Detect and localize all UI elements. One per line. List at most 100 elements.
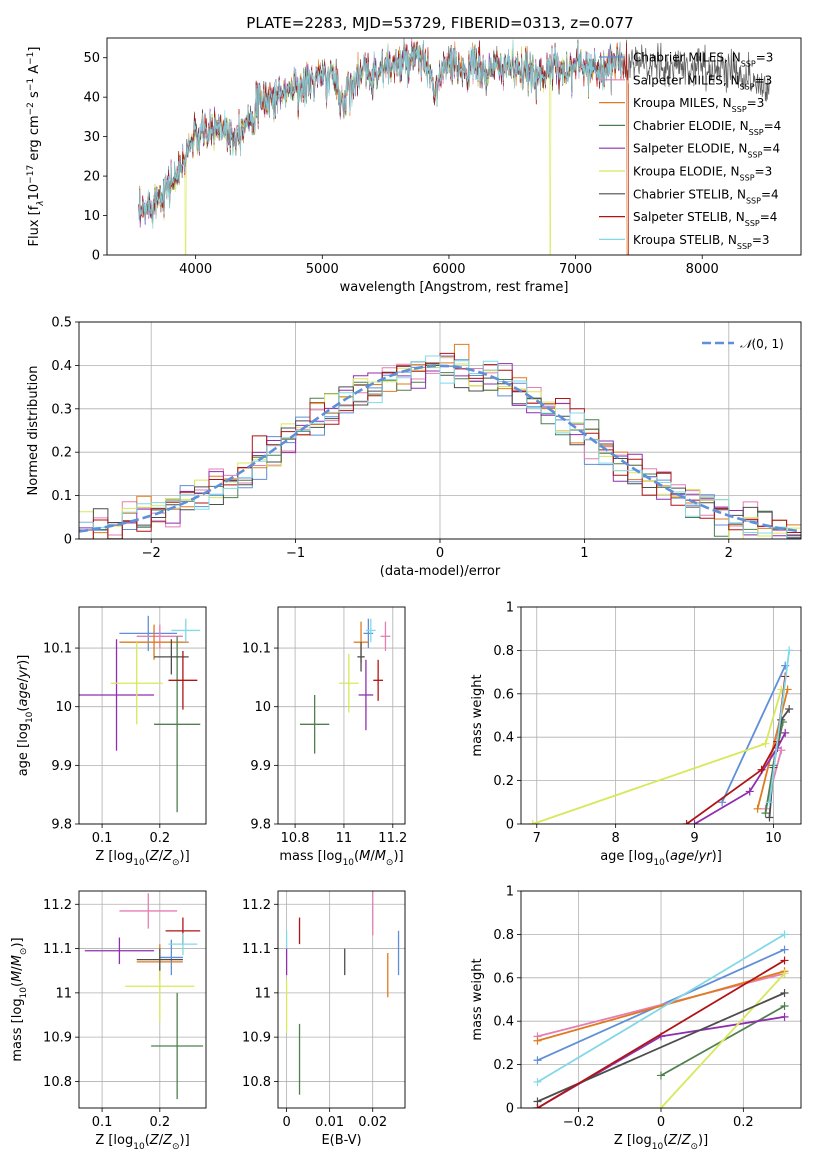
x-axis-label: wavelength [Angstrom, rest frame] [340, 280, 569, 295]
y-tick-label: 10.8 [43, 1075, 72, 1090]
weight-marker [528, 820, 537, 824]
legend-entry: 𝒩(0, 1) [740, 337, 784, 351]
y-tick-label: 10 [254, 700, 271, 715]
y-tick-label: 10.1 [43, 642, 72, 657]
x-tick-label: 7000 [559, 262, 592, 277]
y-tick-label: 0.5 [51, 316, 72, 331]
x-axis-label: Z [log10(Z/Z⊙)] [95, 1133, 189, 1152]
legend-entry: Kroupa ELODIE, NSSP=3 [633, 165, 772, 183]
weight-marker [780, 1012, 789, 1021]
weight-marker [761, 809, 770, 818]
axes-frame [277, 606, 406, 825]
histogram-step [79, 355, 801, 539]
y-tick-label: 40 [83, 91, 100, 106]
legend-entry: Chabrier STELIB, NSSP=4 [633, 187, 779, 205]
y-tick-label: 0 [506, 818, 514, 833]
axes-frame [277, 890, 406, 1109]
y-tick-label: 0 [64, 533, 72, 548]
weight-marker [718, 798, 727, 807]
y-tick-label: 0.2 [51, 446, 72, 461]
y-tick-label: 9.9 [51, 759, 72, 774]
weight-line [537, 959, 785, 1108]
weight-marker [753, 804, 762, 813]
x-tick-label: 8 [612, 831, 620, 846]
legend-entry: Kroupa STELIB, NSSP=3 [633, 233, 770, 251]
weight-marker [533, 1036, 542, 1045]
x-axis-label: Z [log10(Z/Z⊙)] [95, 849, 189, 868]
x-tick-label: 0 [657, 1115, 665, 1130]
x-tick-label: 0.1 [92, 831, 113, 846]
x-tick-label: 11 [336, 831, 353, 846]
weight-marker [533, 1077, 542, 1086]
y-tick-label: 10.9 [242, 1031, 271, 1046]
x-axis-label: Z [log10(Z/Z⊙)] [614, 1133, 708, 1152]
chart-title: PLATE=2283, MJD=53729, FIBERID=0313, z=0… [246, 14, 633, 32]
y-tick-label: 0.3 [51, 402, 72, 417]
axes-residuals: −2 −1 0 1 2 0 0.1 0.2 0.3 0.4 0.5 (data-model)/erro… [26, 316, 802, 579]
weight-marker [757, 765, 766, 774]
x-tick-label: 0.1 [92, 1115, 113, 1130]
axes-frame [520, 606, 802, 825]
axes-weight_vs_Z: −0.2 0 0.2 0 0.2 0.4 0.6 0.8 1 Z [log10(Z/Z⊙)] mas… [470, 885, 802, 1152]
y-tick-label: 10.9 [43, 1031, 72, 1046]
axes-weight_vs_age: 7 8 9 10 0 0.2 0.4 0.6 0.8 1 age [log10(age/yr)] ma… [470, 601, 802, 868]
plot-area-weight_vs_age [528, 646, 794, 824]
legend-entry: Salpeter ELODIE, NSSP=4 [633, 142, 780, 160]
y-tick-label: 0 [506, 1102, 514, 1117]
x-tick-label: 7 [533, 831, 541, 846]
y-tick-label: 0.4 [493, 1015, 514, 1030]
weight-line [768, 650, 791, 803]
y-tick-label: 30 [83, 130, 100, 145]
x-axis-label: (data-model)/error [380, 564, 501, 579]
x-tick-label: 0 [436, 546, 444, 561]
y-axis-label: mass [log10(M/M⊙)] [10, 937, 29, 1061]
y-tick-label: 0 [92, 249, 100, 264]
weight-marker [780, 945, 789, 954]
x-tick-label: 2 [725, 546, 733, 561]
weight-marker [533, 1056, 542, 1065]
x-tick-label: −0.2 [563, 1115, 595, 1130]
plot-area-mass_vs_Z [84, 893, 204, 1100]
weight-marker [780, 1002, 789, 1011]
y-axis-label: mass weight [470, 674, 485, 756]
weight-marker [785, 704, 794, 713]
x-tick-label: 0.2 [733, 1115, 754, 1130]
axes-frame [78, 606, 207, 825]
weight-marker [781, 728, 790, 737]
x-tick-label: −2 [142, 546, 161, 561]
y-tick-label: 0.8 [493, 928, 514, 943]
y-tick-label: 0.8 [493, 644, 514, 659]
weight-line [721, 665, 787, 803]
axes-frame [520, 890, 802, 1109]
plot-area-age_vs_mass [299, 618, 391, 754]
weight-marker [745, 787, 754, 796]
spectrum-line [138, 38, 629, 255]
weight-marker [785, 646, 794, 655]
y-tick-label: 0.6 [493, 687, 514, 702]
weight-marker [682, 820, 691, 824]
y-tick-label: 11.1 [242, 942, 271, 957]
weight-marker [657, 1104, 665, 1108]
weight-marker [765, 798, 774, 807]
y-tick-label: 11.2 [43, 898, 72, 913]
y-tick-label: 9.9 [250, 759, 271, 774]
axes-mass_vs_Z: 0.1 0.2 10.8 10.9 11 11.1 11.2 Z [log10(Z/Z⊙)] m… [10, 890, 207, 1152]
y-tick-label: 10 [83, 209, 100, 224]
weight-marker [765, 813, 774, 822]
x-axis-label: mass [log10(M/M⊙)] [279, 849, 403, 868]
x-tick-label: 11.2 [378, 831, 407, 846]
y-tick-label: 1 [506, 601, 514, 616]
y-axis-label: Flux [fλ10−17 erg cm−2 s−1 A−1] [26, 47, 46, 247]
x-tick-label: 10 [765, 831, 782, 846]
axes-frame [78, 890, 207, 1109]
weight-marker [780, 988, 789, 997]
x-axis-label: age [log10(age/yr)] [600, 849, 722, 868]
x-tick-label: 0.01 [315, 1115, 344, 1130]
x-tick-label: 8000 [686, 262, 719, 277]
axes-frame [78, 321, 802, 540]
weight-marker [780, 956, 789, 965]
y-tick-label: 0.6 [493, 971, 514, 986]
y-tick-label: 11.2 [242, 898, 271, 913]
weight-marker [780, 930, 789, 939]
x-tick-label: 10.8 [281, 831, 310, 846]
